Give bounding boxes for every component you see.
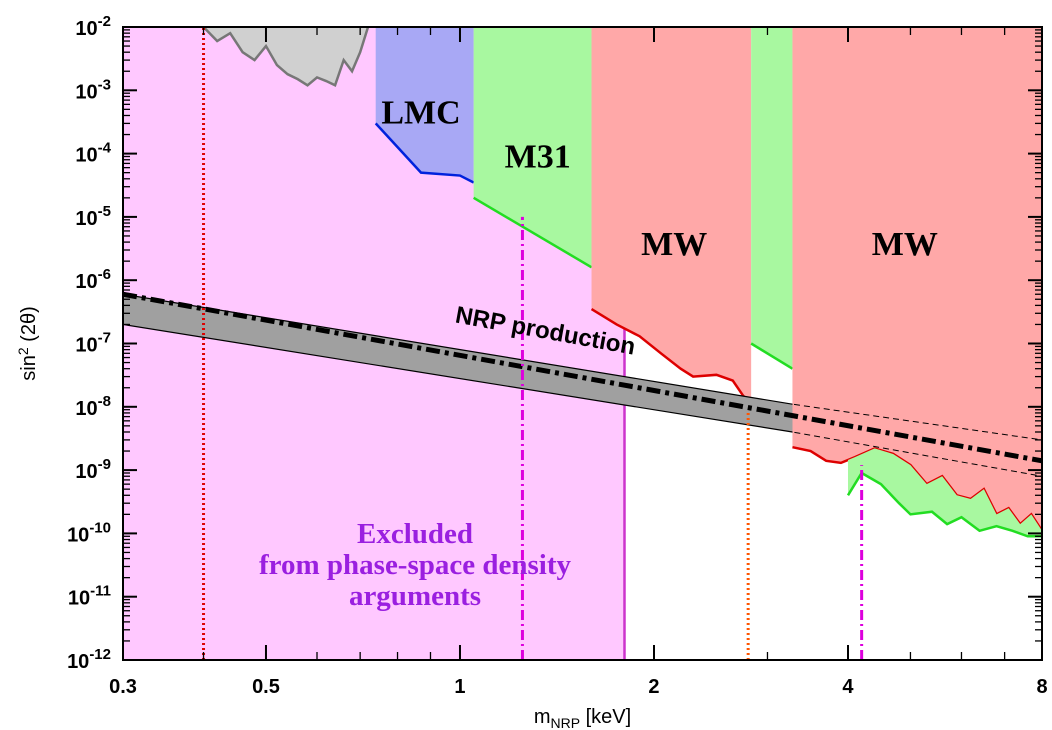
x-tick-label: 4 <box>842 676 854 698</box>
lines-layer <box>202 27 864 660</box>
y-tick-base: 10 <box>75 18 97 40</box>
y-tick-label: 10-12 <box>67 646 111 673</box>
y-axis-label-rest: (2θ) <box>18 306 40 347</box>
y-tick-label: 10-3 <box>75 76 111 103</box>
excluded-label-line-3: arguments <box>349 580 481 612</box>
production-central-line <box>123 291 1042 464</box>
region-mw-high-mass-edge <box>792 445 1042 532</box>
band-layer <box>123 291 1042 477</box>
region-label-lmc: LMC <box>381 94 460 131</box>
y-tick-base: 10 <box>75 81 97 103</box>
y-tick-exponent: -7 <box>98 330 111 347</box>
y-axis-label: sin2 (2θ) <box>15 306 40 381</box>
region-label-m31: M31 <box>505 139 571 176</box>
y-tick-exponent: -6 <box>98 266 111 283</box>
y-tick-exponent: -2 <box>98 13 111 30</box>
x-axis-label-sub: NRP <box>550 715 580 730</box>
y-tick-label: 10-5 <box>75 203 111 230</box>
y-tick-label: 10-11 <box>68 583 111 610</box>
y-tick-base: 10 <box>68 588 90 610</box>
y-tick-base: 10 <box>67 651 89 673</box>
y-tick-label: 10-10 <box>67 519 111 546</box>
production-band-upper-edge <box>123 293 793 405</box>
y-tick-label: 10-9 <box>75 456 111 483</box>
y-tick-base: 10 <box>75 461 97 483</box>
region-m31 <box>473 27 592 268</box>
y-tick-label: 10-7 <box>75 330 111 357</box>
y-tick-exponent: -4 <box>98 140 112 157</box>
x-tick-label: 2 <box>648 676 659 698</box>
x-axis-label-main: m <box>534 706 551 728</box>
region-m31-high-mass <box>847 448 1042 537</box>
y-tick-base: 10 <box>75 398 97 420</box>
region-m31-mid-mass <box>751 27 793 369</box>
y-tick-base: 10 <box>75 208 97 230</box>
y-tick-exponent: -5 <box>98 203 111 220</box>
region-m31-mid-mass-edge <box>750 342 794 370</box>
region-label-mw-low-mass: MW <box>641 226 707 263</box>
y-tick-exponent: -9 <box>98 456 111 473</box>
region-mw-high-mass <box>792 27 1042 531</box>
x-axis-label-unit: [keV] <box>580 706 631 728</box>
y-tick-base: 10 <box>75 145 97 167</box>
region-diffuse-x-ray-background <box>203 27 369 86</box>
excluded-label-line-2: from phase-space density <box>259 549 572 581</box>
production-band <box>123 294 793 432</box>
region-diffuse-x-ray-background-edge <box>202 27 370 88</box>
excluded-label-line-1: Excluded <box>357 518 473 550</box>
region-mw-low-mass-edge <box>590 307 753 408</box>
region-label-mw-high-mass: MW <box>872 226 938 263</box>
region-lmc-edge <box>374 122 475 184</box>
y-tick-label: 10-2 <box>75 13 111 40</box>
region-m31-edge <box>473 196 593 269</box>
x-tick-label: 8 <box>1036 676 1047 698</box>
y-tick-label: 10-6 <box>75 266 111 293</box>
y-tick-base: 10 <box>75 335 97 357</box>
y-tick-exponent: -8 <box>98 393 111 410</box>
production-band-lower-edge <box>123 323 793 433</box>
y-tick-base: 10 <box>67 524 89 546</box>
y-axis-label-sup: 2 <box>15 347 31 355</box>
region-lmc <box>375 27 474 183</box>
y-tick-label: 10-8 <box>75 393 111 420</box>
y-tick-exponent: -11 <box>90 583 111 600</box>
region-m31-high-mass-edge <box>846 471 1042 538</box>
axes-layer: 10-210-310-410-510-610-710-810-910-1010-… <box>67 13 1048 698</box>
x-tick-label: 1 <box>454 676 465 698</box>
x-axis-label: mNRP [keV] <box>534 706 631 730</box>
y-tick-base: 10 <box>75 271 97 293</box>
y-tick-exponent: -10 <box>89 519 111 536</box>
y-tick-label: 10-4 <box>75 140 111 167</box>
x-tick-label: 0.3 <box>109 676 137 698</box>
y-axis-label-main: sin <box>18 355 40 381</box>
region-mw-low-mass <box>591 27 752 407</box>
x-tick-label: 0.5 <box>252 676 280 698</box>
y-tick-exponent: -12 <box>89 646 111 663</box>
y-tick-exponent: -3 <box>98 76 111 93</box>
